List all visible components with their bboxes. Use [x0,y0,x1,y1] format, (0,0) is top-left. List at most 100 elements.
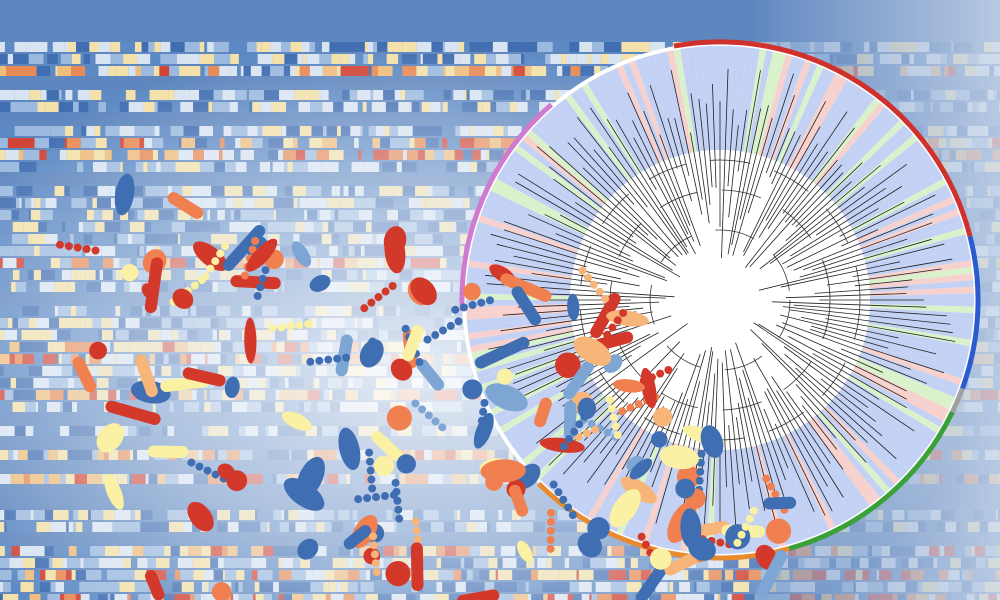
coccus [468,301,477,310]
bacterium [640,367,657,409]
tree-branch [721,362,727,488]
coccus [368,484,377,493]
tree-branch [649,85,678,169]
coccus [401,324,410,333]
coccus [439,326,448,335]
tree-branch [758,243,945,291]
tree-branch [763,408,789,469]
coccus [459,303,468,312]
clade-wedge [587,80,645,173]
tree-branch [786,391,844,470]
coccus [367,475,376,484]
clade-wedge [773,438,818,538]
coccus [737,530,746,539]
tree-branch [517,301,660,308]
clade-wedge [570,421,635,510]
coccus [637,532,646,541]
bacterium [688,536,716,561]
tree-branch [606,119,688,248]
coccus [595,287,604,296]
tree-branch [782,208,879,265]
coccus [190,281,199,290]
tree-branch [496,243,587,268]
tree-branch [769,164,907,265]
tree-branch [776,390,844,498]
coccus [89,341,107,360]
tree-branch [553,178,634,238]
tree-branch [742,369,786,500]
clade-wedge [610,68,659,165]
coccus [451,305,460,314]
tree-branch [615,119,657,190]
coccus [580,412,589,421]
tree-branch [599,388,651,454]
tree-branch [573,323,688,407]
clade-wedge [478,215,579,254]
coccus [206,264,215,273]
coccus [412,526,421,535]
coccus [248,245,257,254]
bacterium [485,472,504,491]
tree-branch [795,384,867,463]
ring-arc [960,235,981,390]
clade-wedge [826,120,905,197]
coccus [463,282,481,301]
clade-wedge [836,391,922,460]
tree-branch [537,307,644,320]
bacterium [187,501,214,532]
clade-wedge [766,58,805,159]
tree-branch [513,255,621,280]
bacterium [410,277,437,306]
clade-wedge [758,54,793,157]
tree-branch [811,238,908,271]
clade-wedge [841,150,930,215]
coccus [315,356,324,365]
coccus [256,283,265,292]
ring-arc [788,411,955,552]
clade-wedge [470,247,574,273]
coccus [389,491,398,500]
clade-wedge [843,156,933,219]
coccus [749,506,758,515]
tree-branch [753,322,915,432]
clade-wedge [507,156,597,219]
bacterium [620,476,657,504]
tree-branch [840,348,927,384]
clade-wedge [510,150,599,215]
clade-wedge [839,145,926,212]
clade-wedge [555,102,626,186]
tree-branch [776,324,884,373]
coccus [268,324,277,333]
tree-branch [621,396,665,470]
coccus [613,431,622,440]
coccus [477,416,486,425]
clade-wedge [866,247,970,273]
tree-branch [793,304,948,317]
coccus [253,291,262,300]
bacterium [635,563,668,600]
tree-branch [782,322,911,370]
coccus [418,405,427,414]
clade-wedge [861,215,962,254]
clade-wedge [522,135,606,206]
tree-branch [766,388,833,512]
tree-branch [795,162,863,228]
clade-wedge [808,94,875,181]
clade-wedge [731,46,747,151]
clade-wedge [808,419,875,506]
bacterium [756,549,788,600]
clade-wedge [869,311,974,327]
tree-branch [567,142,679,258]
coccus [370,550,379,559]
coccus [696,458,705,467]
coccus [696,467,705,476]
coccus [619,309,628,318]
ring-arc [673,39,973,237]
coccus [480,398,489,407]
ring-arc [950,387,965,414]
coccus [634,400,643,409]
tree-branch [655,350,706,524]
coccus [675,478,696,499]
clade-wedge [743,447,767,551]
coccus [479,407,488,416]
